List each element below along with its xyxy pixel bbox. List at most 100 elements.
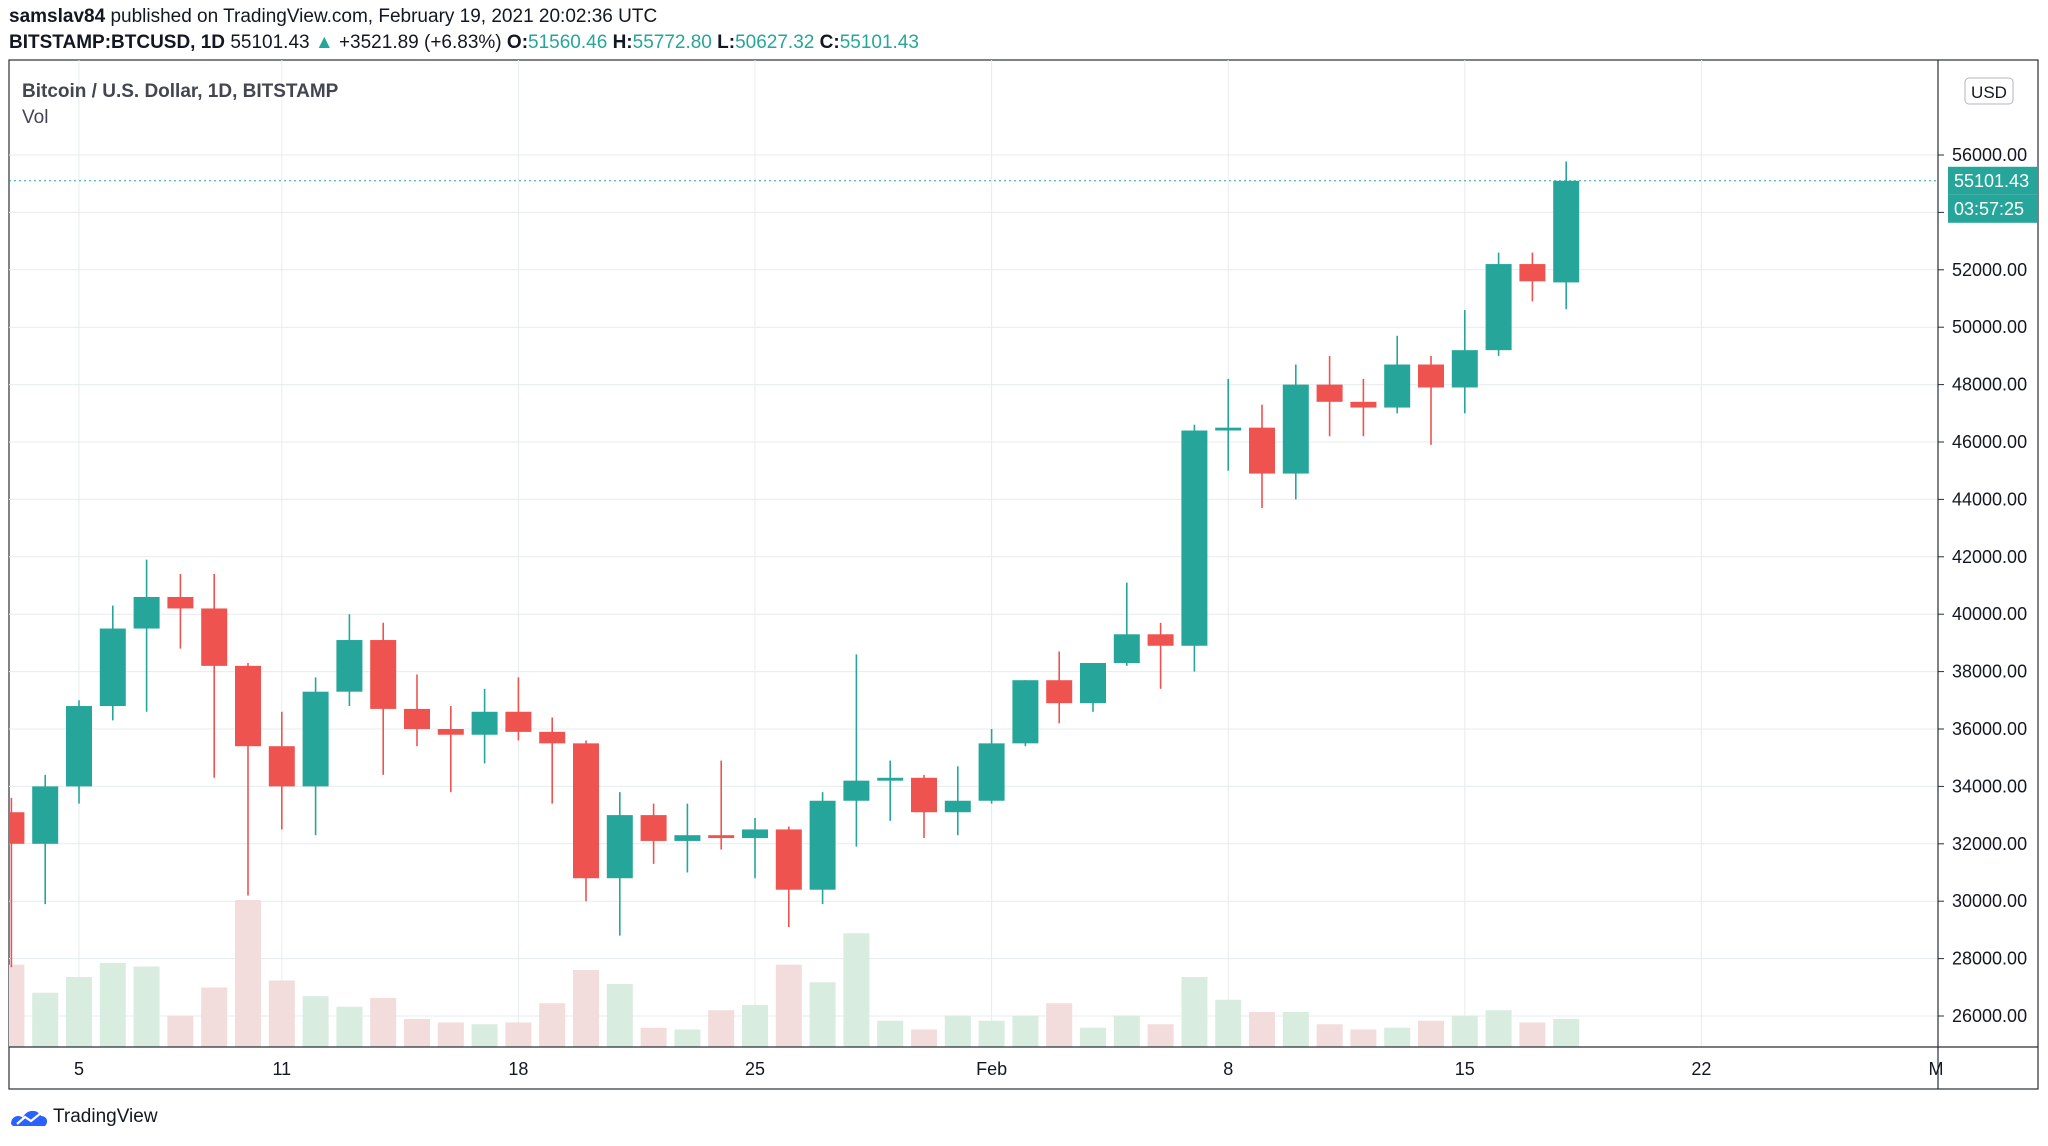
tradingview-logo-icon[interactable] [9, 1104, 49, 1130]
price-tick-label: 38000.00 [1952, 662, 2027, 682]
tradingview-brand[interactable]: TradingView [53, 1106, 158, 1127]
candle[interactable] [1080, 662, 1106, 712]
volume-bar [1012, 1015, 1039, 1047]
volume-bar [1113, 1015, 1140, 1047]
candle[interactable] [404, 674, 430, 747]
candle[interactable] [1215, 378, 1242, 471]
chart-frame [8, 59, 2039, 1090]
price-tick-label: 46000.00 [1952, 432, 2027, 452]
candle[interactable] [1485, 252, 1512, 356]
volume-bar [1384, 1027, 1411, 1047]
price-change: +3521.89 (+6.83%) [338, 32, 502, 53]
candle[interactable] [437, 706, 464, 793]
candle-body [1384, 364, 1411, 408]
candle[interactable] [1113, 582, 1140, 666]
candle[interactable] [167, 574, 194, 649]
candle[interactable] [66, 700, 92, 804]
price-tick-label: 36000.00 [1952, 719, 2027, 739]
candle[interactable] [1046, 651, 1073, 724]
candle-body [1046, 680, 1073, 704]
candle[interactable] [471, 688, 498, 764]
candle-body [1350, 401, 1377, 408]
candle[interactable] [708, 760, 735, 850]
time-tick-label: 5 [74, 1059, 84, 1079]
candle[interactable] [809, 792, 836, 905]
candle-body [268, 746, 295, 787]
candle[interactable] [944, 766, 971, 836]
candle[interactable] [235, 662, 261, 896]
volume-bar [1451, 1015, 1478, 1047]
time-tick-label: 11 [272, 1059, 291, 1079]
candle[interactable] [775, 826, 802, 928]
candle[interactable] [1384, 335, 1411, 414]
candle-body [1215, 427, 1242, 431]
last-price: 55101.43 [230, 32, 310, 53]
high-value: 55772.80 [632, 32, 712, 53]
close-label: C: [819, 32, 840, 53]
candle[interactable] [877, 760, 904, 821]
volume-bar [573, 970, 599, 1047]
candle[interactable] [573, 740, 599, 902]
candle-body [235, 665, 261, 747]
price-tick-label: 34000.00 [1952, 776, 2027, 796]
candle[interactable] [1553, 161, 1580, 310]
candle[interactable] [1451, 309, 1478, 414]
candle[interactable] [336, 614, 363, 707]
candle[interactable] [843, 654, 870, 847]
candle[interactable] [539, 717, 566, 804]
candle[interactable] [0, 797, 25, 968]
candle[interactable] [1282, 364, 1309, 500]
candle[interactable] [640, 803, 667, 864]
candle[interactable] [32, 774, 59, 905]
candles [0, 161, 1580, 968]
candle[interactable] [370, 622, 397, 775]
currency-button[interactable]: USD [1964, 77, 2014, 105]
candle-body [1012, 680, 1039, 744]
volume-bar [1418, 1020, 1444, 1047]
volume-bar [1181, 977, 1208, 1047]
volume-bar [437, 1022, 464, 1047]
candle[interactable] [99, 605, 126, 721]
candle[interactable] [1316, 355, 1343, 437]
candle[interactable] [1418, 355, 1444, 445]
volume-bar [640, 1027, 667, 1047]
high-label: H: [612, 32, 633, 53]
price-axis: 26000.00 28000.00 30000.00 32000.00 34000.00… [1938, 145, 2027, 1026]
candle[interactable] [674, 803, 701, 873]
candle[interactable] [978, 729, 1005, 804]
pane-title: Bitcoin / U.S. Dollar, 1D, BITSTAMP [22, 81, 339, 102]
publisher-username[interactable]: samslav84 [9, 6, 106, 27]
candle-body [1113, 634, 1140, 663]
candle[interactable] [1012, 680, 1039, 747]
volume-bar [708, 1010, 735, 1047]
candle[interactable] [606, 792, 633, 936]
candle[interactable] [268, 711, 295, 830]
candle[interactable] [911, 774, 937, 839]
candle-body [674, 835, 701, 841]
candle-body [775, 829, 802, 890]
candle[interactable] [302, 677, 329, 836]
candle[interactable] [1147, 622, 1174, 689]
time-tick-label: 18 [508, 1059, 528, 1079]
candle[interactable] [201, 574, 228, 778]
candle[interactable] [1249, 404, 1275, 509]
candle[interactable] [1181, 424, 1208, 672]
candle[interactable] [133, 559, 160, 712]
price-tick-label: 28000.00 [1952, 949, 2027, 969]
candle[interactable] [1350, 378, 1377, 437]
volume-bar [1215, 999, 1242, 1047]
candle-body [505, 711, 532, 732]
candle-body [133, 596, 160, 629]
volume-bar [336, 1006, 363, 1047]
time-tick-label: 8 [1223, 1059, 1233, 1079]
countdown-tag-bg [1948, 194, 2038, 223]
candle[interactable] [742, 817, 768, 879]
countdown-label: 03:57:25 [1954, 199, 2024, 219]
candle[interactable] [505, 677, 532, 741]
volume-bar [1282, 1012, 1309, 1047]
published-text: published on TradingView.com, February 1… [110, 6, 658, 27]
candle[interactable] [1519, 252, 1546, 302]
volume-bar [809, 982, 836, 1047]
candle-body [573, 743, 599, 879]
